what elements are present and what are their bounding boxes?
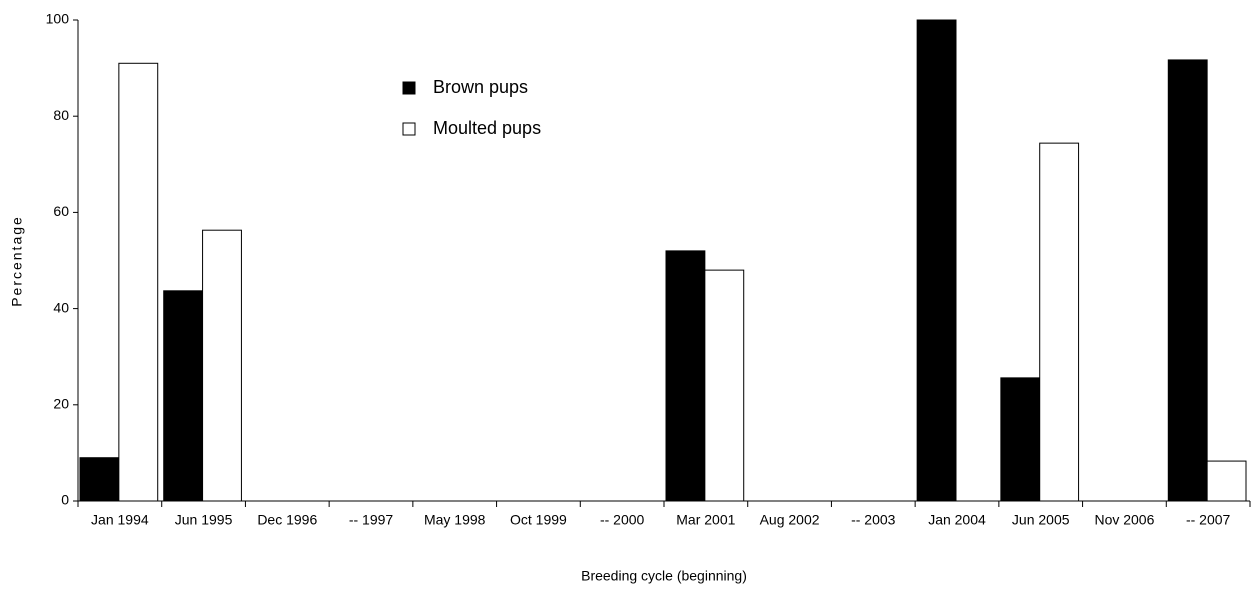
y-axis-label: Percentage <box>9 215 25 307</box>
y-tick-label: 100 <box>46 11 70 27</box>
x-tick-label: -- 2007 <box>1186 512 1231 528</box>
bar <box>1206 460 1247 502</box>
x-tick-label: Dec 1996 <box>257 512 317 528</box>
bar <box>202 229 242 502</box>
x-tick-label: Jan 1994 <box>91 512 149 528</box>
y-tick-label: 20 <box>53 396 69 412</box>
bar <box>1167 59 1208 502</box>
legend-label: Brown pups <box>433 77 528 97</box>
bar <box>118 62 159 502</box>
legend-label: Moulted pups <box>433 118 541 138</box>
bar <box>704 269 745 502</box>
x-tick-label: Jun 2005 <box>1012 512 1070 528</box>
y-tick-label: 40 <box>53 299 69 315</box>
bar <box>1000 377 1041 502</box>
x-tick-label: -- 1997 <box>349 512 394 528</box>
y-tick-label: 0 <box>61 492 69 508</box>
y-tick-label: 80 <box>53 107 69 123</box>
x-tick-label: Jan 2004 <box>928 512 986 528</box>
x-tick-label: May 1998 <box>424 512 486 528</box>
legend-swatch <box>402 122 416 136</box>
y-tick-label: 60 <box>53 203 69 219</box>
x-tick-label: Mar 2001 <box>676 512 735 528</box>
bar <box>1039 142 1080 502</box>
x-tick-label: -- 2000 <box>600 512 645 528</box>
x-axis-label: Breeding cycle (beginning) <box>581 568 747 584</box>
x-tick-label: Aug 2002 <box>760 512 820 528</box>
x-tick-label: Jun 1995 <box>175 512 233 528</box>
bar <box>665 250 706 502</box>
x-tick-label: Oct 1999 <box>510 512 567 528</box>
bar <box>916 19 957 502</box>
x-tick-label: -- 2003 <box>851 512 896 528</box>
bar <box>79 457 120 502</box>
x-tick-label: Nov 2006 <box>1094 512 1154 528</box>
bar <box>163 290 204 502</box>
legend-swatch <box>402 81 416 95</box>
